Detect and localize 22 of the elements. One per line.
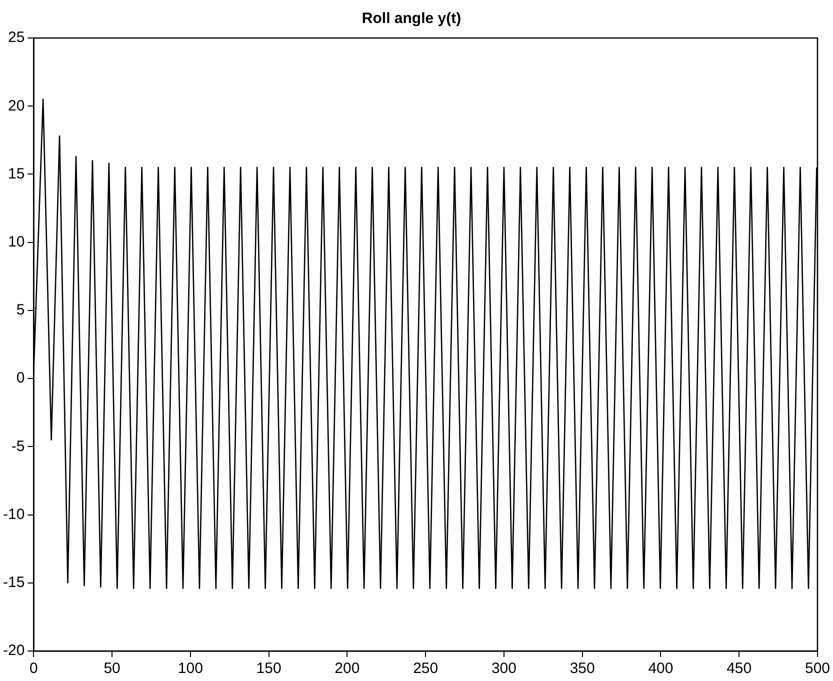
- y-tick-label: 15: [8, 165, 25, 182]
- x-tick-label: 450: [726, 660, 752, 678]
- chart-title: Roll angle y(t): [362, 10, 462, 28]
- x-tick-label: 400: [648, 660, 674, 678]
- x-tick-label: 300: [491, 660, 516, 678]
- x-tick-label: 100: [178, 660, 203, 678]
- y-tick-label: 10: [8, 233, 25, 250]
- y-tick-label: 5: [16, 302, 25, 319]
- y-tick-label: -10: [2, 506, 25, 523]
- x-tick-label: 200: [334, 660, 360, 678]
- x-tick-label: 150: [256, 660, 282, 678]
- y-tick-label: -15: [2, 574, 25, 592]
- x-tick-label: 500: [804, 660, 830, 678]
- y-tick-label: 25: [8, 29, 25, 46]
- x-tick-label: 0: [30, 660, 38, 678]
- y-tick-label: 20: [8, 97, 25, 114]
- y-tick-label: -20: [2, 642, 25, 660]
- x-tick-label: 350: [570, 660, 595, 678]
- y-tick-label: 0: [16, 370, 25, 387]
- x-tick-label: 50: [104, 660, 120, 678]
- x-tick-label: 250: [413, 660, 438, 678]
- y-tick-label: -5: [11, 438, 25, 455]
